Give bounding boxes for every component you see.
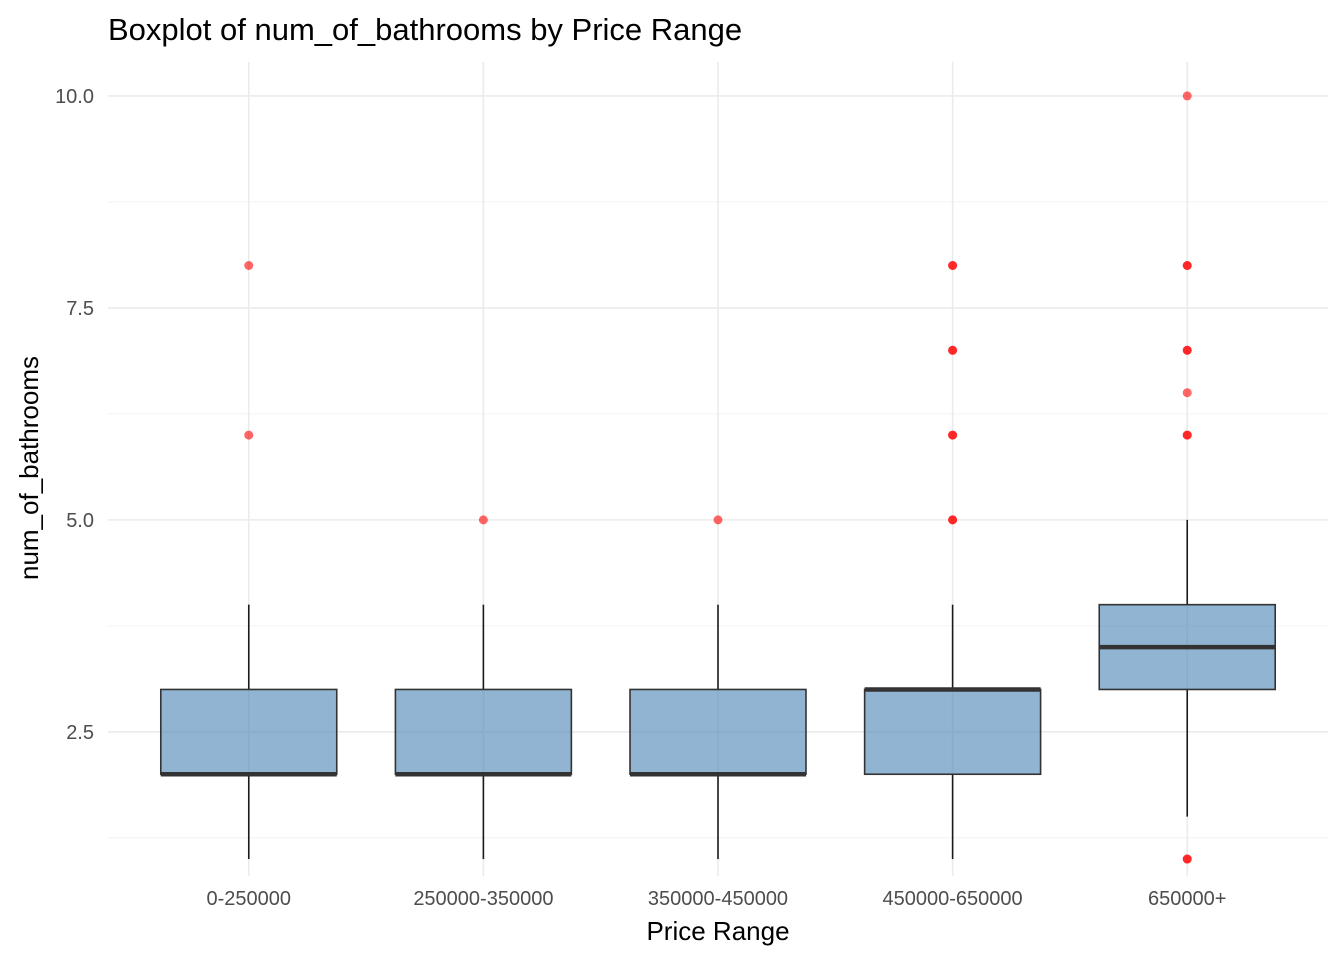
box-group-4 xyxy=(1098,519,1277,817)
x-axis-label: Price Range xyxy=(646,916,789,946)
x-tick-label-1: 250000-350000 xyxy=(413,888,553,910)
outlier-point-0-0 xyxy=(244,430,254,440)
outlier-point-4-8 xyxy=(1182,261,1192,270)
box-2 xyxy=(629,688,807,776)
x-tick-label-2: 350000-450000 xyxy=(648,888,788,910)
y-axis-label: num_of_bathrooms xyxy=(14,356,44,580)
y-tick-label-2: 7.5 xyxy=(66,298,94,320)
box-group-0 xyxy=(159,604,338,860)
outlier-point-1-0 xyxy=(478,515,488,525)
outliers xyxy=(244,91,1192,864)
box-1 xyxy=(394,688,573,776)
y-tick-label-1: 5.0 xyxy=(66,510,94,532)
box-3 xyxy=(863,688,1042,776)
outlier-point-0-1 xyxy=(244,261,254,270)
x-tick-label-3: 450000-650000 xyxy=(883,888,1023,910)
outlier-point-3-3 xyxy=(948,430,958,440)
chart-title: Boxplot of num_of_bathrooms by Price Ran… xyxy=(108,12,742,47)
outlier-point-3-1 xyxy=(948,515,958,525)
tick-labels: 2.5 5.0 7.5 10.0 0-250000 250000-350000 350000… xyxy=(55,86,1226,910)
outlier-point-2-0 xyxy=(713,515,723,525)
box-group-3 xyxy=(863,604,1042,860)
outlier-point-4-4 xyxy=(1182,388,1192,398)
box-0 xyxy=(159,688,338,776)
x-tick-label-4: 650000+ xyxy=(1148,888,1226,910)
box-group-2 xyxy=(629,604,807,860)
box-group-1 xyxy=(394,604,573,860)
boxes xyxy=(159,519,1277,860)
y-tick-label-0: 2.5 xyxy=(66,722,94,744)
outlier-point-4-3 xyxy=(1182,430,1192,440)
outlier-point-4-6 xyxy=(1182,345,1192,355)
outlier-point-4-1 xyxy=(1182,854,1192,864)
outlier-point-3-5 xyxy=(948,345,958,355)
x-tick-label-0: 0-250000 xyxy=(207,888,292,910)
outlier-point-3-7 xyxy=(948,261,958,270)
outlier-point-4-9 xyxy=(1182,91,1192,101)
y-tick-label-3: 10.0 xyxy=(55,86,94,108)
